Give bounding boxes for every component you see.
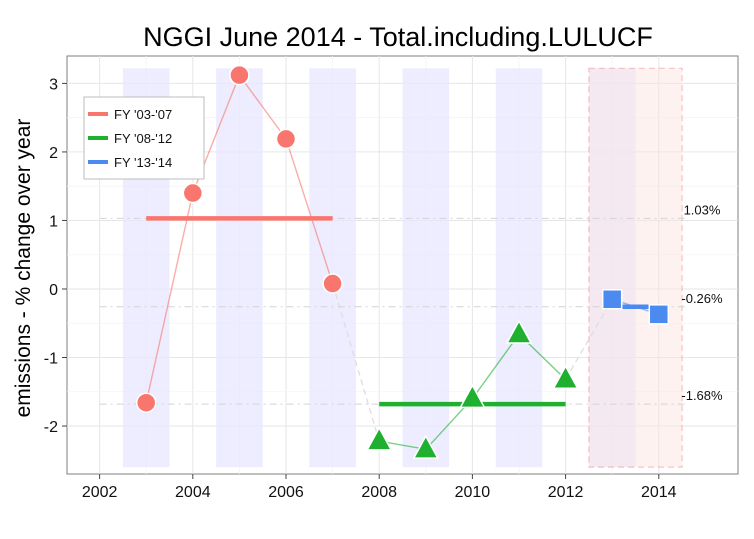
highlight-box <box>588 67 683 468</box>
data-point <box>505 319 533 344</box>
x-tick-label: 2014 <box>641 484 677 501</box>
mean-label: 1.03% <box>684 202 721 217</box>
x-tick-label: 2004 <box>175 484 211 501</box>
x-tick-label: 2006 <box>268 484 304 501</box>
x-tick-label: 2012 <box>548 484 584 501</box>
data-point <box>182 182 204 204</box>
data-point <box>552 364 579 389</box>
x-tick-label: 2008 <box>361 484 397 501</box>
y-axis-label: emissions - % change over year <box>12 119 35 418</box>
legend-label: FY '08-'12 <box>114 131 172 146</box>
data-point <box>135 392 157 413</box>
y-tick-label: 2 <box>49 145 58 162</box>
year-band <box>588 68 636 468</box>
y-tick-label: 3 <box>49 76 58 93</box>
data-point <box>412 434 440 459</box>
year-band <box>402 68 450 468</box>
legend: FY '03-'07 FY '08-'12 FY '13-'14 <box>83 96 205 180</box>
x-tick-label: 2010 <box>455 484 491 501</box>
chart-canvas: 1.03%-1.68%-0.26% 2002 2004 2006 2008 2010 20… <box>44 55 739 501</box>
year-band <box>309 68 356 468</box>
legend-label: FY '13-'14 <box>114 155 172 170</box>
y-tick-label: 0 <box>49 282 58 299</box>
data-point <box>648 304 670 325</box>
y-tick-label: -2 <box>44 419 58 436</box>
data-point <box>322 273 343 294</box>
mean-labels: 1.03% -1.68% -0.26% <box>681 202 723 403</box>
data-point <box>365 426 393 451</box>
y-tick-label: -1 <box>44 351 58 368</box>
data-point <box>275 128 297 150</box>
x-tick-label: 2002 <box>82 484 118 501</box>
segment-connector <box>565 298 613 380</box>
mean-label: -0.26% <box>681 291 723 306</box>
axes: 2002 2004 2006 2008 2010 2012 2014 -2 -1 0 1 2 3 <box>44 76 677 501</box>
data-point <box>229 64 250 86</box>
data-point <box>601 289 623 310</box>
chart-title: NGGI June 2014 - Total.including.LULUCF <box>143 22 653 52</box>
data-point <box>459 383 486 409</box>
highlight-rect <box>588 67 683 468</box>
mean-label: -1.68% <box>681 388 723 403</box>
legend-label: FY '03-'07 <box>114 107 172 122</box>
year-band <box>495 68 543 468</box>
y-tick-label: 1 <box>49 213 58 230</box>
data-points <box>135 64 670 459</box>
year-band <box>216 68 263 468</box>
segment-connector <box>331 283 380 442</box>
